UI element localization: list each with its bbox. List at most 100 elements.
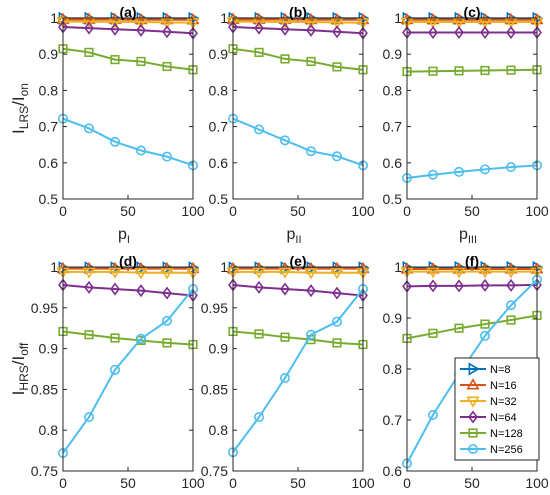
series-line-n-256 — [62, 288, 194, 454]
plot-area — [233, 267, 363, 471]
data-point-n-32 — [504, 267, 518, 279]
data-point-n-256 — [305, 329, 316, 340]
data-point-n-64 — [136, 284, 146, 298]
data-point-n-64 — [162, 286, 172, 300]
legend: N=8 N=16 N=32 N=64 N=128 N=256 — [454, 357, 540, 461]
data-point-n-64 — [454, 25, 464, 40]
axes-box — [406, 17, 538, 200]
data-point-n-128 — [162, 61, 172, 72]
data-point-n-64 — [162, 25, 172, 39]
data-point-n-64 — [480, 25, 490, 40]
data-point-n-64 — [84, 21, 94, 35]
y-tick-label: 1 — [50, 10, 58, 26]
data-point-n-256 — [331, 151, 342, 162]
circle-icon — [467, 443, 478, 454]
data-point-n-256 — [110, 136, 121, 147]
triangle-right-icon — [468, 362, 480, 376]
data-point-n-256 — [453, 166, 464, 177]
panel-a: 0.5 0.6 0.7 0.8 0.9 1 0 50 100 (a) pI ILRS/Ion — [9, 4, 205, 246]
series-line-n-32 — [63, 20, 194, 24]
data-point-n-32 — [134, 268, 148, 280]
panel-title: (e) — [289, 253, 306, 269]
y-tick-label: 0.6 — [383, 155, 403, 171]
panel-title: (f) — [465, 253, 479, 269]
series-line-n-32 — [63, 270, 193, 274]
x-tick-label: 50 — [464, 203, 480, 219]
x-axis-label: pIII — [459, 226, 477, 246]
data-point-n-128 — [84, 330, 94, 340]
data-point-n-64 — [254, 21, 264, 35]
data-point-n-128 — [136, 56, 146, 67]
data-point-n-256 — [505, 162, 516, 173]
x-tick-label: 100 — [181, 475, 205, 491]
y-tick-label: 0.8 — [209, 82, 229, 98]
data-point-n-64 — [428, 25, 438, 40]
x-tick-label: 0 — [403, 475, 411, 491]
panel-title: (c) — [463, 4, 480, 20]
x-tick-label: 50 — [290, 203, 306, 219]
y-tick-label: 0.8 — [209, 422, 229, 438]
data-point-n-128 — [306, 56, 316, 67]
data-point-n-128 — [84, 47, 94, 57]
data-point-n-256 — [331, 316, 342, 327]
data-point-n-256 — [254, 412, 265, 423]
data-point-n-32 — [330, 268, 344, 280]
y-tick-label: 0.8 — [383, 82, 403, 98]
series-line-n-32 — [233, 20, 364, 24]
data-point-n-64 — [84, 280, 94, 294]
x-tick-label: 100 — [351, 203, 375, 219]
axes-box — [232, 17, 364, 200]
x-axis-label: pII — [286, 226, 301, 246]
data-point-n-64 — [480, 278, 490, 292]
x-tick-label: 50 — [290, 475, 306, 491]
data-point-n-32 — [304, 268, 318, 280]
y-tick-label: 0.85 — [201, 381, 228, 397]
data-point-n-128 — [110, 333, 120, 343]
square-icon — [468, 428, 478, 438]
x-tick-label: 0 — [59, 475, 67, 491]
data-point-n-128 — [428, 328, 438, 338]
data-point-n-64 — [306, 284, 316, 298]
data-point-n-32 — [426, 267, 440, 279]
data-point-n-256 — [84, 123, 95, 134]
data-point-n-64 — [136, 23, 146, 37]
data-point-n-64 — [280, 22, 290, 36]
legend-label: N=256 — [490, 444, 523, 456]
data-point-n-32 — [108, 267, 122, 279]
diamond-icon — [468, 410, 478, 424]
data-point-n-128 — [454, 323, 464, 333]
y-tick-label: 0.7 — [39, 119, 59, 135]
x-tick-label: 50 — [464, 475, 480, 491]
axes-box — [62, 17, 194, 200]
triangle-down-icon — [466, 396, 480, 408]
axes-box — [232, 266, 364, 472]
data-point-n-256 — [162, 315, 173, 326]
data-point-n-64 — [506, 25, 516, 40]
data-point-n-256 — [427, 169, 438, 180]
data-point-n-256 — [305, 146, 316, 157]
y-tick-label: 1 — [394, 259, 402, 275]
x-tick-label: 100 — [181, 203, 205, 219]
legend-item-n-16: N=16 — [460, 378, 517, 392]
y-axis-label: ILRS/Ion — [9, 83, 31, 134]
data-point-n-32 — [278, 267, 292, 279]
data-point-n-128 — [506, 315, 516, 325]
x-axis-label: pI — [118, 226, 130, 246]
legend-label: N=8 — [490, 364, 511, 376]
panel-title: (b) — [289, 4, 307, 20]
y-tick-label: 0.5 — [39, 191, 59, 207]
data-point-n-64 — [332, 25, 342, 39]
series-group — [227, 261, 369, 458]
series-line-n-32 — [233, 270, 363, 274]
panel-c: 0.5 0.6 0.7 0.8 0.9 1 0 50 100 (c) pIII — [383, 4, 549, 246]
data-point-n-256 — [505, 300, 516, 311]
legend-item-n-128: N=128 — [460, 428, 523, 440]
legend-item-n-256: N=256 — [460, 443, 523, 456]
data-point-n-128 — [280, 54, 290, 64]
y-tick-label: 0.6 — [209, 155, 229, 171]
y-tick-label: 0.75 — [31, 463, 58, 479]
y-tick-label: 0.9 — [39, 341, 59, 357]
data-point-n-64 — [254, 280, 264, 294]
